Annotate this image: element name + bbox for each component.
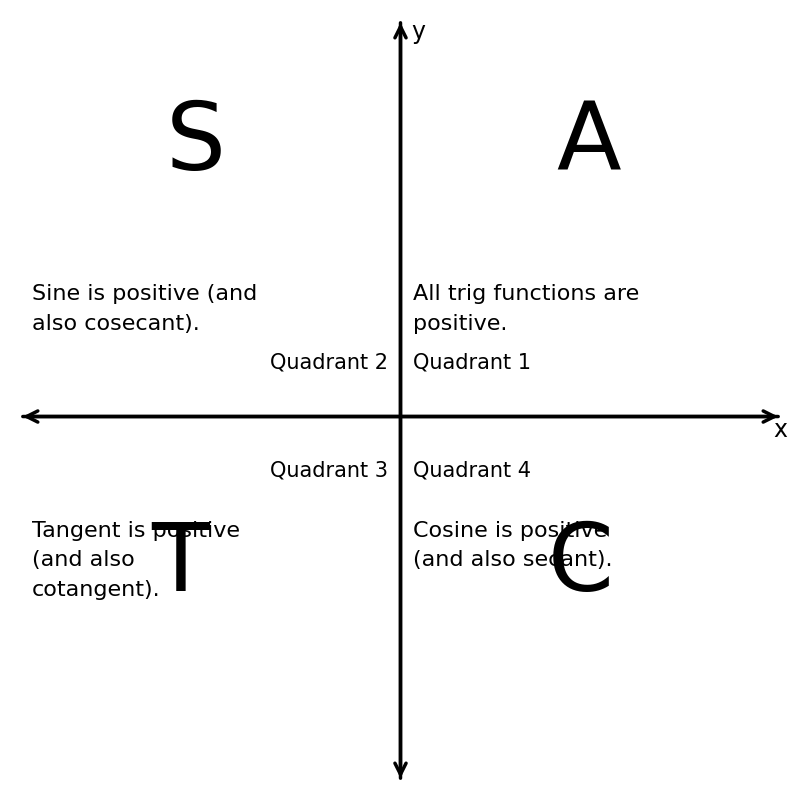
Text: x: x <box>773 418 787 442</box>
Text: S: S <box>167 99 226 190</box>
Text: Quadrant 3: Quadrant 3 <box>271 461 388 481</box>
Text: A: A <box>557 99 621 190</box>
Text: Quadrant 1: Quadrant 1 <box>413 352 530 372</box>
Text: Cosine is positive
(and also secant).: Cosine is positive (and also secant). <box>413 521 612 570</box>
Text: y: y <box>411 20 425 44</box>
Text: Tangent is positive
(and also
cotangent).: Tangent is positive (and also cotangent)… <box>32 521 240 600</box>
Text: C: C <box>548 519 614 610</box>
Text: Quadrant 4: Quadrant 4 <box>413 461 530 481</box>
Text: T: T <box>151 519 209 610</box>
Text: Sine is positive (and
also cosecant).: Sine is positive (and also cosecant). <box>32 284 257 334</box>
Text: Quadrant 2: Quadrant 2 <box>271 352 388 372</box>
Text: All trig functions are
positive.: All trig functions are positive. <box>413 284 638 334</box>
